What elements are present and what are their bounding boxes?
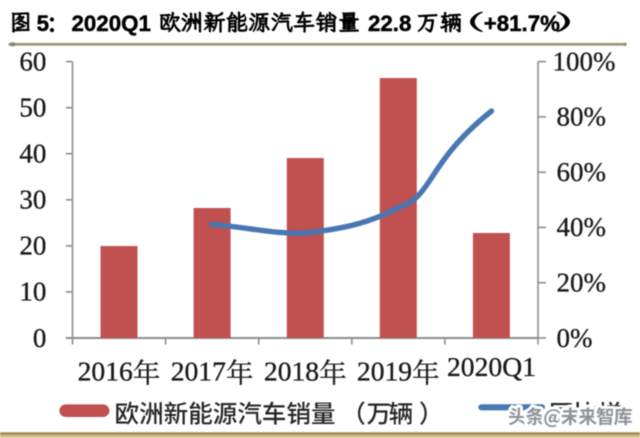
svg-text:30: 30 — [19, 185, 46, 215]
svg-text:0%: 0% — [557, 323, 593, 353]
svg-text:2020Q1: 2020Q1 — [447, 351, 536, 382]
svg-text:60%: 60% — [557, 157, 607, 187]
svg-text:40%: 40% — [557, 212, 607, 242]
svg-text:2019: 2019 — [357, 356, 412, 387]
svg-text:+81.7%: +81.7% — [484, 11, 560, 36]
svg-text:80%: 80% — [557, 102, 607, 132]
svg-text:60: 60 — [19, 46, 46, 76]
svg-text:2017: 2017 — [171, 356, 226, 387]
svg-text:10: 10 — [19, 277, 46, 307]
svg-text:22.8: 22.8 — [368, 11, 411, 36]
svg-text:20%: 20% — [557, 268, 607, 298]
svg-text:5: 5 — [37, 11, 49, 36]
svg-text:2020Q1: 2020Q1 — [72, 11, 151, 36]
svg-text:100%: 100% — [553, 46, 616, 76]
svg-text:50: 50 — [19, 93, 46, 123]
svg-text:20: 20 — [19, 231, 46, 261]
svg-text:40: 40 — [19, 139, 46, 169]
svg-text:2018: 2018 — [264, 356, 319, 387]
svg-text:2016: 2016 — [78, 356, 133, 387]
svg-text:0: 0 — [33, 323, 47, 353]
